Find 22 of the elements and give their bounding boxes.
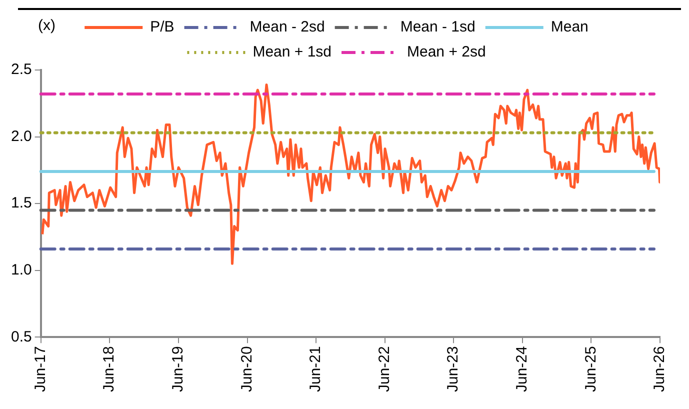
legend-label: P/B bbox=[150, 18, 174, 36]
y-tick-label: 1.5 bbox=[10, 194, 32, 212]
x-tick-label: Jun-18 bbox=[100, 346, 118, 392]
legend-label: Mean + 2sd bbox=[407, 44, 486, 61]
x-tick-label: Jun-25 bbox=[582, 346, 600, 392]
x-tick-label: Jun-24 bbox=[514, 346, 531, 392]
x-tick-label: Jun-21 bbox=[307, 346, 324, 392]
x-tick-label: Jun-22 bbox=[376, 346, 393, 392]
x-tick-label: Jun-19 bbox=[169, 346, 186, 392]
x-tick-label: Jun-23 bbox=[444, 346, 462, 392]
y-tick-label: 0.5 bbox=[10, 328, 32, 346]
y-axis-title: (x) bbox=[38, 17, 56, 34]
legend-label: Mean - 1sd bbox=[400, 18, 476, 36]
legend-label: Mean + 1sd bbox=[252, 44, 332, 61]
legend-label: Mean - 2sd bbox=[250, 18, 325, 36]
y-tick-label: 2.0 bbox=[10, 128, 32, 145]
x-tick-label: Jun-20 bbox=[238, 346, 256, 392]
y-tick-label: 1.0 bbox=[10, 261, 32, 278]
x-tick-label: Jun-17 bbox=[32, 346, 49, 392]
y-tick-label: 2.5 bbox=[10, 61, 32, 78]
x-tick-label: Jun-26 bbox=[651, 346, 668, 392]
legend-label: Mean bbox=[550, 18, 588, 36]
